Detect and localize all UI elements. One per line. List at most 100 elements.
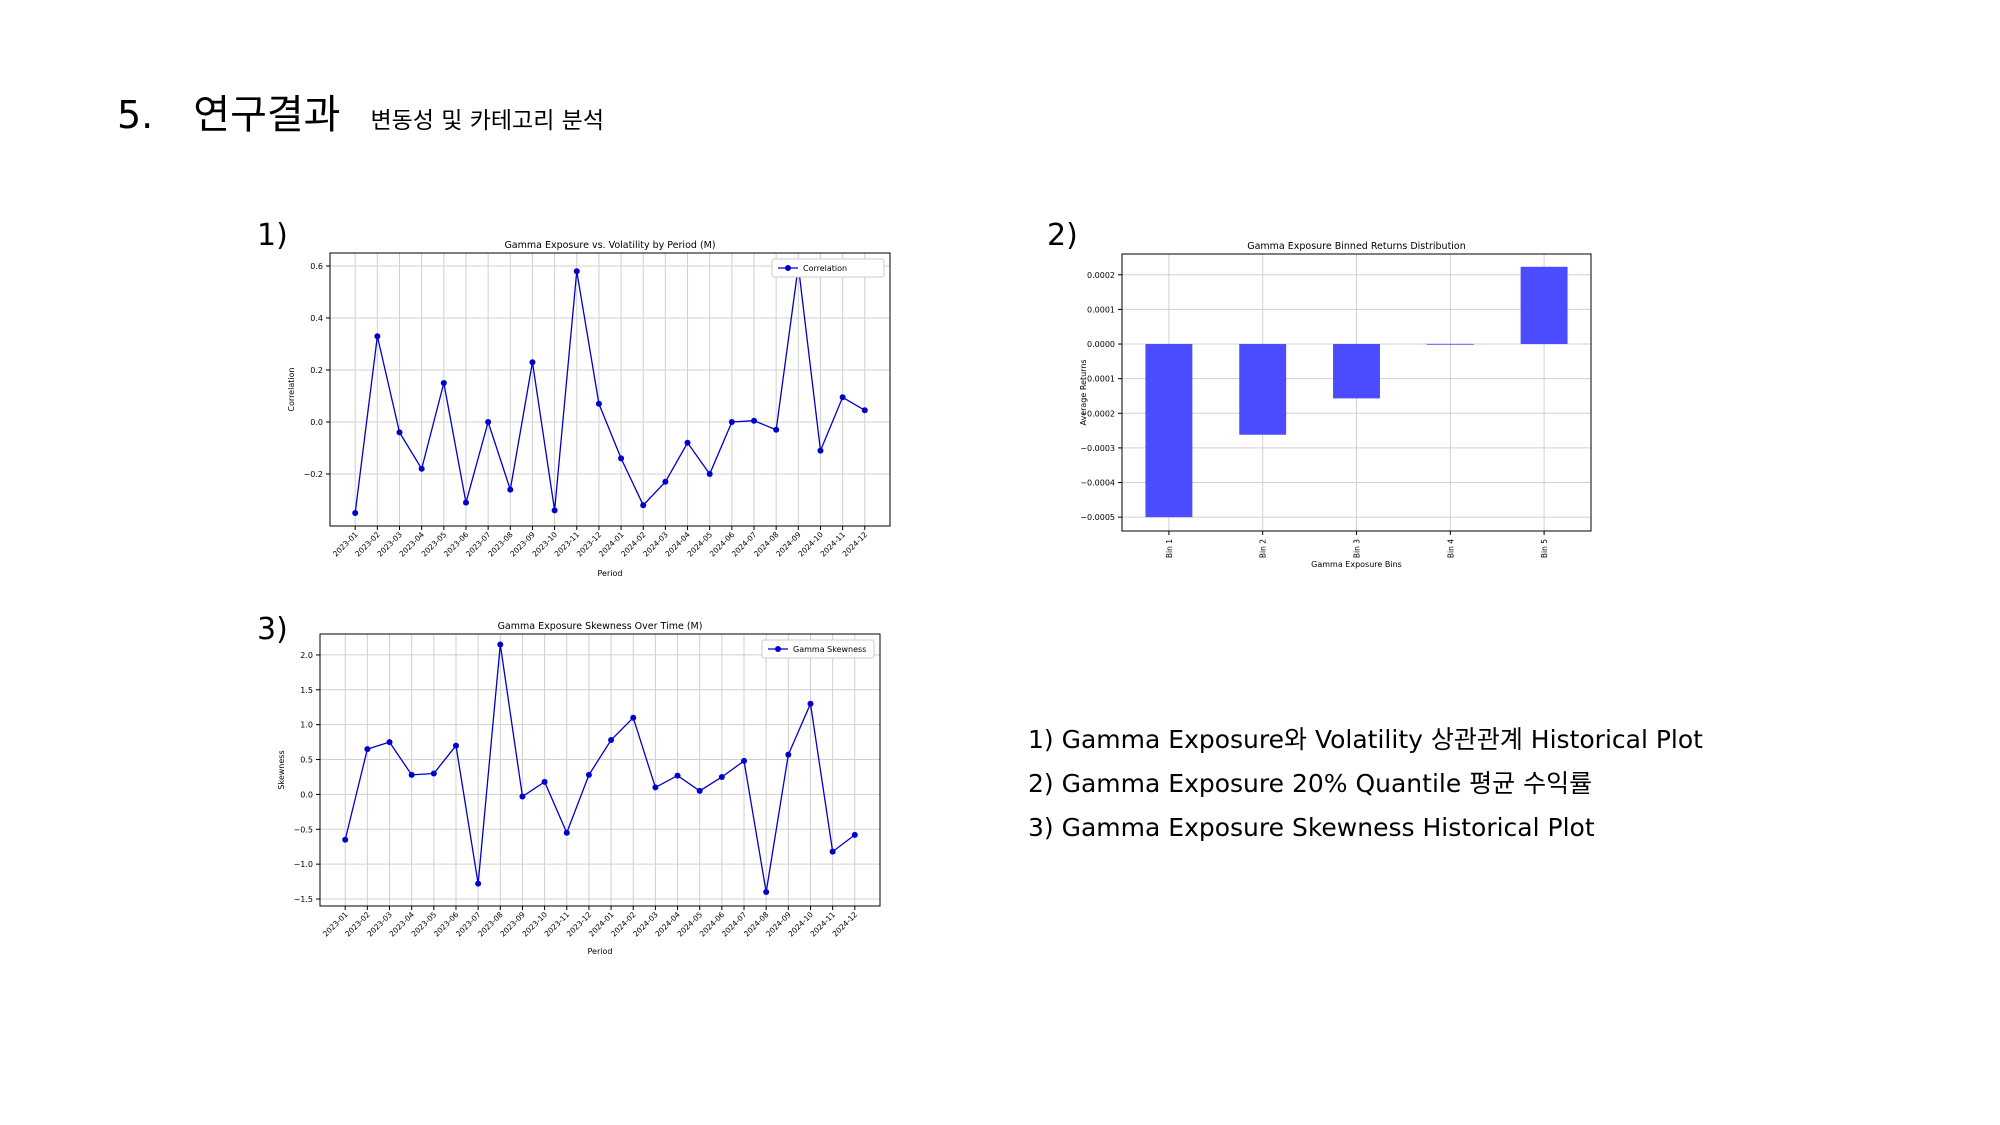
data-point [751, 417, 758, 424]
note-1: 1) Gamma Exposure와 Volatility 상관관계 Histo… [1028, 725, 1703, 754]
data-point [563, 829, 570, 836]
data-point [541, 778, 548, 785]
legend-label: Gamma Skewness [793, 645, 866, 654]
data-point [839, 394, 846, 401]
panel-label-2: 2) [1047, 218, 1078, 253]
plot-frame [329, 252, 891, 527]
correlation-line-chart: −0.2 0.0 0.2 0.4 0.6 Gamma Exposure vs. Volat… [287, 240, 891, 578]
x-axis-label: Period [598, 569, 623, 578]
series-line [354, 265, 866, 514]
panel-label-3: 3) [257, 612, 288, 647]
skewness-line-chart: −1.5 −1.0 −0.5 0.0 0.5 1.0 1.5 2.0 Gamma Exposur… [277, 621, 881, 956]
data-point [662, 478, 669, 485]
data-point [408, 771, 415, 778]
data-point [807, 700, 814, 707]
legend-box [771, 258, 885, 278]
data-point [684, 439, 691, 446]
legend-box [761, 639, 875, 659]
data-point [763, 889, 770, 896]
y-tick-label: 0.6 [310, 262, 323, 271]
data-point [595, 400, 602, 407]
y-tick-label: −0.0002 [1080, 409, 1115, 418]
y-tick-label: 2.0 [300, 651, 313, 660]
chart-title: Gamma Exposure vs. Volatility by Period … [504, 240, 715, 251]
data-point [728, 419, 735, 425]
notes-list: 1) Gamma Exposure와 Volatility 상관관계 Histo… [1028, 718, 1703, 850]
data-point [608, 737, 615, 744]
x-axis-label: Period [588, 947, 613, 956]
data-point [652, 784, 659, 791]
y-tick-label: 0.4 [310, 314, 323, 323]
plot-frame [319, 633, 881, 907]
y-tick-label: 0.0001 [1087, 305, 1115, 314]
note-3: 3) Gamma Exposure Skewness Historical Pl… [1028, 813, 1595, 842]
data-point [374, 333, 381, 340]
chart-title: Gamma Exposure Binned Returns Distributi… [1247, 241, 1466, 252]
y-tick-label: −1.0 [294, 860, 313, 869]
data-point [551, 507, 558, 514]
y-tick-label: −0.0005 [1080, 513, 1115, 522]
data-point [630, 714, 637, 721]
data-point [440, 380, 447, 386]
x-tick-label: Bin 3 [1353, 539, 1362, 558]
data-point [696, 787, 703, 794]
slide-title-row: 5. 연구결과 변동성 및 카테고리 분석 [117, 82, 604, 140]
y-tick-label: 0.2 [310, 366, 323, 375]
x-tick-label: 2024-12 [831, 910, 860, 939]
data-point [741, 757, 748, 764]
x-tick-label: Bin 5 [1540, 539, 1549, 558]
data-point [396, 429, 403, 436]
y-tick-label: 0.5 [300, 756, 313, 765]
data-point [519, 793, 526, 800]
y-tick-label: 0.0 [310, 418, 323, 427]
y-axis-label: Average Returns [1079, 359, 1088, 425]
data-point [352, 510, 359, 516]
data-point [485, 419, 492, 425]
y-tick-label: −1.5 [294, 895, 313, 904]
data-point [773, 426, 780, 433]
y-axis-label: Skewness [277, 750, 286, 789]
data-point [817, 447, 824, 454]
plot-frame [1121, 253, 1592, 532]
y-tick-label: 0.0002 [1087, 271, 1115, 280]
data-point [706, 471, 713, 477]
data-point [785, 751, 792, 758]
x-tick-label: 2024-12 [841, 530, 870, 559]
slide-subtitle: 변동성 및 카테고리 분석 [370, 108, 605, 134]
y-tick-label: −0.2 [304, 470, 323, 479]
y-tick-label: 1.0 [300, 721, 313, 730]
x-tick-label: Bin 1 [1165, 539, 1174, 558]
data-point [851, 831, 858, 838]
data-point [718, 773, 725, 780]
data-point [829, 848, 836, 855]
data-point [618, 455, 625, 462]
data-point [674, 772, 681, 779]
y-tick-label: 0.0000 [1087, 340, 1115, 349]
bar [1333, 344, 1380, 399]
data-point [573, 268, 580, 275]
data-point [861, 407, 868, 414]
bar [1145, 344, 1193, 518]
y-tick-label: 1.5 [300, 686, 313, 695]
binned-returns-bar-chart: −0.0005 −0.0004 −0.0003 −0.0002 −0.0001 0.000… [1079, 241, 1592, 569]
y-tick-label: −0.0001 [1080, 375, 1115, 384]
note-2: 2) Gamma Exposure 20% Quantile 평균 수익률 [1028, 769, 1593, 798]
data-point [640, 502, 647, 509]
chart-title: Gamma Exposure Skewness Over Time (M) [498, 621, 703, 632]
slide-number: 5. [117, 93, 154, 137]
data-point [507, 486, 514, 493]
data-point [364, 746, 371, 753]
legend-label: Correlation [803, 264, 847, 273]
panel-label-1: 1) [257, 218, 288, 253]
bar [1520, 266, 1568, 345]
data-point [342, 836, 349, 843]
slide-title: 연구결과 [193, 92, 341, 138]
x-tick-label: Bin 4 [1446, 539, 1455, 558]
data-point [475, 880, 482, 887]
series-line [344, 644, 856, 893]
data-point [386, 739, 393, 746]
data-point [430, 770, 437, 777]
x-tick-label: Bin 2 [1259, 539, 1268, 558]
data-point [452, 742, 459, 749]
data-point [529, 359, 536, 366]
